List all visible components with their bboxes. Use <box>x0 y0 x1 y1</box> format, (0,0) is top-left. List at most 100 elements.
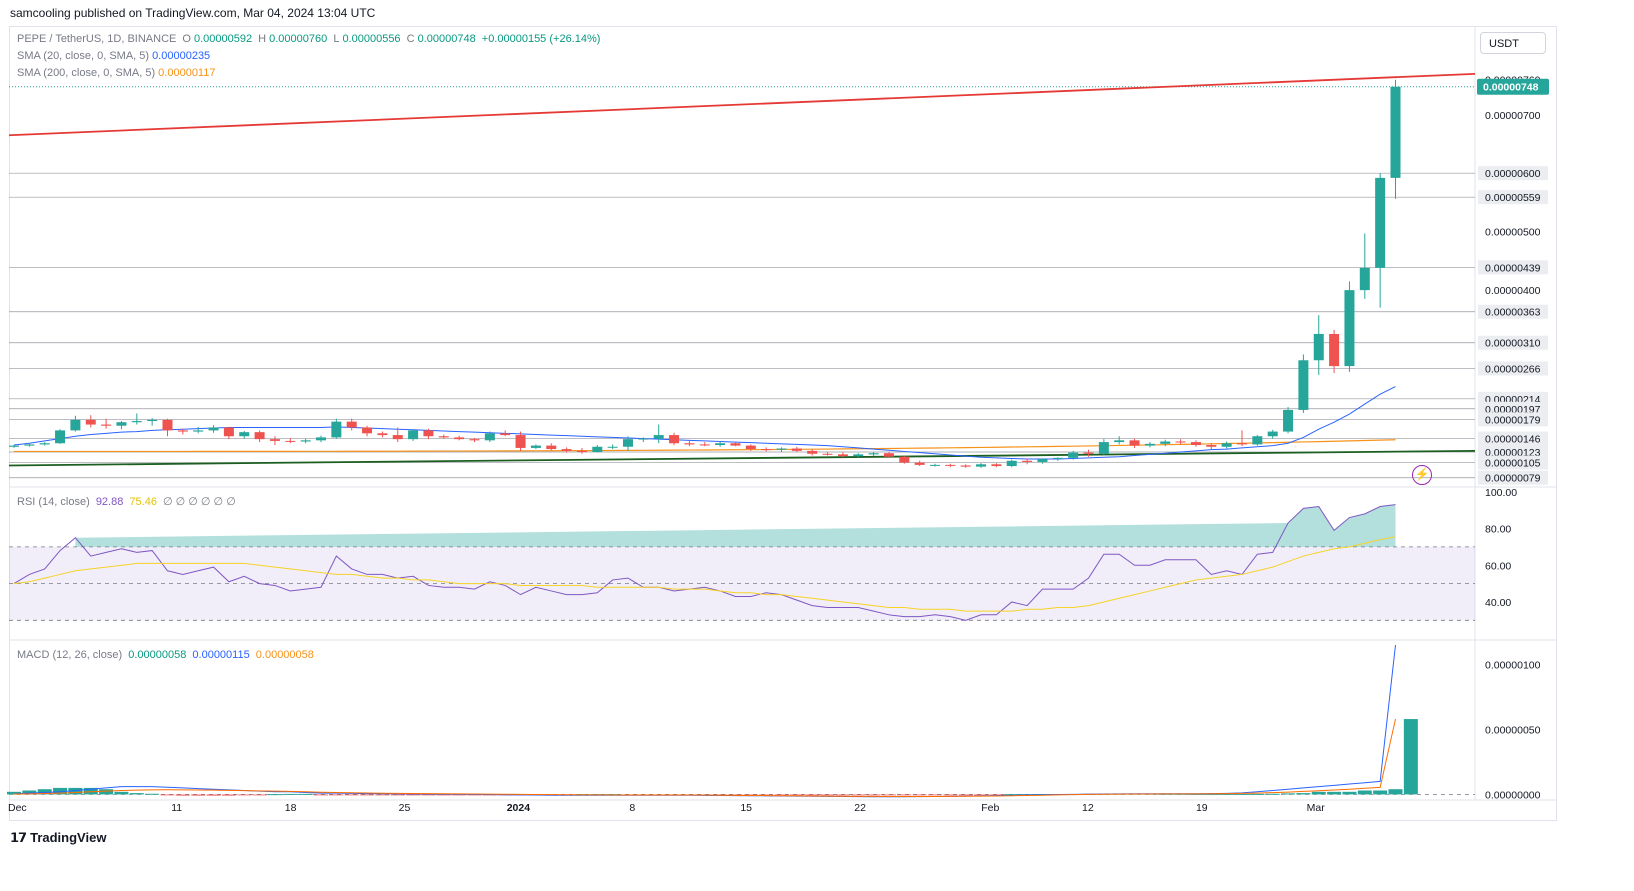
signal-value: 0.00000058 <box>255 649 314 661</box>
macd-histogram-bar <box>344 794 359 796</box>
macd-histogram-bar <box>743 794 758 796</box>
support-trendline <box>8 449 1476 467</box>
macd-histogram-bar <box>897 794 912 796</box>
time-axis-label: 19 <box>1196 802 1208 814</box>
candle-body <box>1114 440 1125 443</box>
candle-body <box>70 419 81 431</box>
macd-histogram-bar <box>1296 793 1311 795</box>
macd-histogram-bar <box>789 794 804 796</box>
time-axis-label: 2024 <box>507 802 531 814</box>
candle-body <box>316 437 326 441</box>
macd-histogram-bar <box>421 794 436 796</box>
candle-body <box>991 464 1002 467</box>
candle-body <box>116 422 127 426</box>
macd-histogram-bar <box>175 794 190 796</box>
macd-histogram-bar <box>851 794 866 796</box>
macd-histogram-bar <box>298 793 313 795</box>
macd-histogram-bar <box>99 789 114 795</box>
candle-body <box>377 433 388 436</box>
candle-body <box>515 435 526 448</box>
candle-body <box>131 421 142 423</box>
lightning-icon[interactable]: ⚡ <box>1412 465 1432 485</box>
candle-body <box>239 432 250 437</box>
macd-histogram-bar <box>820 794 835 796</box>
price-axis-label: 0.00000105 <box>1485 458 1541 470</box>
candle-body <box>101 424 112 426</box>
rsi-ma-value: 75.46 <box>129 496 157 508</box>
candle-body <box>669 435 680 444</box>
candle-body <box>162 419 173 431</box>
macd-histogram-bar <box>22 790 37 795</box>
candle-body <box>1068 452 1079 458</box>
candle-body <box>1129 440 1140 446</box>
sma200-legend[interactable]: SMA (200, close, 0, SMA, 5) 0.00000117 <box>17 67 216 79</box>
macd-histogram-bar <box>835 794 850 796</box>
macd-value: 0.00000115 <box>192 649 250 661</box>
sma20-line <box>13 386 1396 460</box>
currency-button[interactable]: USDT <box>1480 32 1546 54</box>
candle-body <box>1175 441 1186 443</box>
time-axis-label: 22 <box>854 802 866 814</box>
main-legend-row[interactable]: PEPE / TetherUS, 1D, BINANCE O 0.00000592… <box>17 33 601 45</box>
rsi-legend[interactable]: RSI (14, close) 92.88 75.46 ∅ ∅ ∅ ∅ ∅ ∅ <box>17 496 236 508</box>
time-axis-label: 25 <box>399 802 411 814</box>
candle-body <box>1344 290 1355 367</box>
macd-histogram-bar <box>114 791 129 795</box>
macd-legend[interactable]: MACD (12, 26, close) 0.00000058 0.000001… <box>17 649 314 661</box>
macd-histogram-bar <box>390 794 405 796</box>
candle-body <box>208 427 219 431</box>
price-axis-label: 0.00000310 <box>1485 338 1541 350</box>
macd-hist-value: 0.00000058 <box>128 649 187 661</box>
candle-body <box>1037 459 1048 462</box>
candle-body <box>1206 445 1217 447</box>
candle-body <box>9 445 19 447</box>
macd-histogram-bar <box>436 794 451 796</box>
candle-body <box>1359 267 1370 291</box>
footer-brand[interactable]: 𝟭𝟳 TradingView <box>10 830 107 845</box>
candle-body <box>1283 409 1294 432</box>
resistance-trendline <box>8 72 1476 137</box>
macd-histogram-bar <box>1311 791 1326 795</box>
candle-body <box>899 456 910 463</box>
time-axis-label: Dec <box>8 802 27 814</box>
open-value: 0.00000592 <box>193 33 253 45</box>
macd-histogram-bar <box>943 794 958 796</box>
candle-body <box>346 421 357 428</box>
sma20-legend[interactable]: SMA (20, close, 0, SMA, 5) 0.00000235 <box>17 50 211 62</box>
candle-body <box>960 465 971 467</box>
macd-histogram-bar <box>989 794 1004 796</box>
macd-histogram-bar <box>1281 793 1296 795</box>
candle-body <box>254 432 265 440</box>
time-axis-label: 12 <box>1082 802 1094 814</box>
macd-histogram-bar <box>129 793 144 795</box>
price-label-box <box>1478 445 1548 460</box>
candle-body <box>561 449 572 451</box>
macd-histogram-bar <box>1235 793 1249 795</box>
price-axis-label: 0.00000363 <box>1485 307 1541 319</box>
rsi-band <box>9 546 1475 621</box>
macd-histogram-bar <box>375 794 390 796</box>
macd-histogram-bar <box>7 791 21 795</box>
sma20-value: 0.00000235 <box>152 50 211 62</box>
macd-histogram-bar <box>805 794 820 796</box>
candle-body <box>1083 452 1094 454</box>
macd-histogram-bar <box>37 789 52 795</box>
chart-frame <box>9 26 1557 821</box>
price-axis-label: 0.00000439 <box>1485 262 1541 274</box>
candle-body <box>699 444 710 446</box>
last-price-tag <box>1477 78 1549 95</box>
price-axis-label: 0.00000146 <box>1485 434 1541 446</box>
macd-histogram-bar <box>83 787 98 795</box>
price-axis-label: 0.00000600 <box>1485 168 1541 180</box>
macd-histogram-bar <box>53 787 68 795</box>
candle-body <box>1390 86 1401 178</box>
rsi-value: 92.88 <box>95 496 124 508</box>
candle-body <box>853 454 864 457</box>
candle-body <box>1052 457 1063 460</box>
price-axis-label: 0.00000266 <box>1485 363 1541 375</box>
price-label-box <box>1478 166 1548 181</box>
macd-histogram-bar <box>1357 790 1372 795</box>
symbol-label[interactable]: PEPE / TetherUS, 1D, BINANCE <box>17 33 177 45</box>
candle-body <box>1022 460 1033 462</box>
